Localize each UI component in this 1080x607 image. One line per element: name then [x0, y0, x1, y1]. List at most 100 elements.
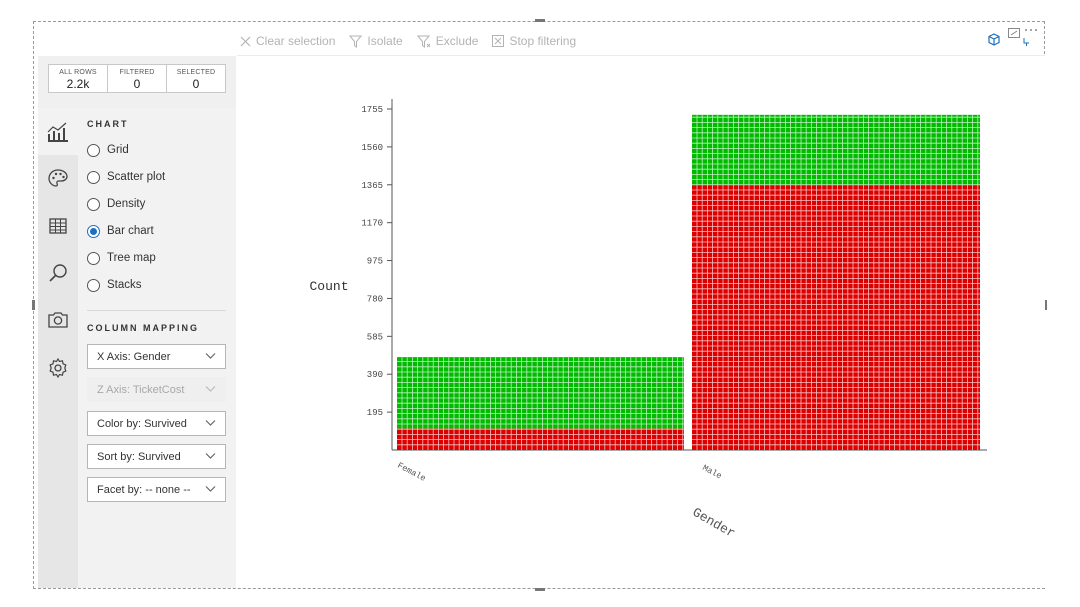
palette-icon	[48, 169, 68, 187]
chart-option-label: Tree map	[107, 252, 156, 264]
exclude-label: Exclude	[435, 34, 479, 48]
filter-exclude-icon	[416, 35, 431, 48]
sidebar-icon-bar	[38, 108, 78, 588]
chart-icon	[47, 122, 68, 142]
all-rows-label: ALL ROWS	[59, 69, 97, 76]
toolbar-divider	[237, 55, 1045, 56]
sidebar-item-chart[interactable]	[46, 120, 70, 144]
chevron-down-icon	[205, 486, 216, 492]
bar-grid-overlay	[692, 114, 980, 450]
radio-button-selected[interactable]	[87, 224, 100, 238]
pin-icon[interactable]	[1022, 37, 1031, 47]
stop-filtering-button[interactable]: Stop filtering	[492, 34, 576, 48]
bar-segment-male-1	[692, 114, 980, 185]
more-options-icon[interactable]	[1024, 28, 1038, 32]
selected-stat: SELECTED 0	[166, 64, 226, 93]
color-by-value: Color by: Survived	[97, 417, 187, 430]
clear-selection-label: Clear selection	[256, 34, 336, 48]
chart-option-density[interactable]: Density	[87, 195, 145, 213]
selection-toolbar: Clear selection Isolate Exclude Stop fil…	[240, 33, 590, 49]
x-axis-dropdown[interactable]: X Axis: Gender	[87, 344, 226, 369]
bar-grid-lines	[692, 114, 980, 450]
radio-button[interactable]	[87, 170, 100, 184]
facet-by-dropdown[interactable]: Facet by: -- none --	[87, 477, 226, 502]
y-tick-label: 1170	[361, 219, 383, 229]
chart-option-label: Bar chart	[107, 225, 154, 237]
filtered-label: FILTERED	[119, 69, 155, 76]
sidebar-item-settings[interactable]	[46, 356, 70, 380]
column-mapping-title: COLUMN MAPPING	[87, 323, 199, 333]
resize-handle-top[interactable]	[535, 19, 545, 22]
x-tick-label: Male	[701, 463, 724, 481]
sidebar-item-table[interactable]	[46, 214, 70, 238]
exclude-button[interactable]: Exclude	[416, 34, 479, 48]
section-divider	[87, 310, 226, 311]
radio-button[interactable]	[87, 197, 100, 211]
filter-icon	[349, 35, 363, 48]
chart-option-label: Grid	[107, 144, 129, 156]
z-axis-value: Z Axis: TicketCost	[97, 383, 185, 396]
facet-by-value: Facet by: -- none --	[97, 483, 191, 496]
filtered-value: 0	[133, 77, 141, 91]
chart-option-label: Stacks	[107, 279, 142, 291]
chart-option-tree-map[interactable]: Tree map	[87, 249, 156, 267]
sort-by-value: Sort by: Survived	[97, 450, 181, 463]
chevron-down-icon	[205, 386, 216, 392]
stop-filter-icon	[492, 35, 505, 47]
settings-icon	[49, 357, 67, 379]
bar-grid-overlay	[397, 357, 684, 450]
bar-grid-lines	[397, 357, 684, 450]
x-tick-label: Female	[396, 461, 428, 484]
chart-option-grid[interactable]: Grid	[87, 141, 129, 159]
stop-filtering-label: Stop filtering	[509, 34, 577, 48]
radio-button[interactable]	[87, 278, 100, 292]
visual-header-icons	[986, 26, 1044, 48]
search-icon	[49, 264, 67, 282]
y-tick-label: 1560	[361, 143, 383, 153]
isolate-button[interactable]: Isolate	[349, 34, 403, 48]
sidebar-item-camera[interactable]	[46, 308, 70, 332]
chart-option-scatter-plot[interactable]: Scatter plot	[87, 168, 165, 186]
y-axis-label: Count	[309, 279, 348, 294]
x-axis-label: Gender	[690, 505, 738, 541]
chart-section-title: CHART	[87, 119, 129, 129]
chart-option-stacks[interactable]: Stacks	[87, 276, 142, 294]
sort-by-dropdown[interactable]: Sort by: Survived	[87, 444, 226, 469]
radio-button[interactable]	[87, 251, 100, 265]
chevron-down-icon	[205, 453, 216, 459]
clear-selection-button[interactable]: Clear selection	[240, 34, 335, 48]
cube-icon[interactable]	[988, 33, 1000, 46]
chart-area[interactable]: 195 390 585 780 975 1170 1365 1560 1755 Count Gend…	[237, 56, 1045, 588]
y-tick-label: 585	[367, 332, 383, 342]
close-icon	[240, 36, 251, 46]
y-tick-label: 1755	[361, 105, 383, 115]
resize-handle-bottom[interactable]	[535, 588, 545, 591]
y-tick-label: 780	[367, 294, 383, 304]
table-icon	[49, 218, 67, 234]
all-rows-value: 2.2k	[66, 77, 90, 91]
y-tick-label: 975	[367, 257, 383, 267]
resize-handle-right[interactable]	[1044, 300, 1047, 310]
z-axis-dropdown: Z Axis: TicketCost	[87, 377, 226, 402]
selected-label: SELECTED	[176, 69, 216, 76]
y-tick-label: 1365	[361, 181, 383, 191]
selected-value: 0	[192, 77, 200, 91]
chart-option-bar-chart[interactable]: Bar chart	[87, 222, 154, 240]
filtered-stat: FILTERED 0	[107, 64, 167, 93]
chevron-down-icon	[205, 420, 216, 426]
x-axis-value: X Axis: Gender	[97, 350, 171, 363]
resize-handle-left[interactable]	[32, 300, 35, 310]
color-by-dropdown[interactable]: Color by: Survived	[87, 411, 226, 436]
chart-option-label: Scatter plot	[107, 171, 166, 183]
sidebar-item-search[interactable]	[46, 261, 70, 285]
chart-option-label: Density	[107, 198, 146, 210]
isolate-label: Isolate	[367, 34, 403, 48]
sidebar-item-palette[interactable]	[46, 167, 70, 191]
focus-mode-icon[interactable]	[1008, 28, 1020, 38]
bar-segment-male-0	[692, 184, 980, 450]
y-tick-label: 390	[367, 370, 383, 380]
camera-icon	[48, 312, 68, 328]
all-rows-stat: ALL ROWS 2.2k	[48, 64, 108, 93]
bar-chart[interactable]: 195 390 585 780 975 1170 1365 1560 1755 Count Gend…	[237, 56, 1045, 588]
radio-button[interactable]	[87, 143, 100, 157]
